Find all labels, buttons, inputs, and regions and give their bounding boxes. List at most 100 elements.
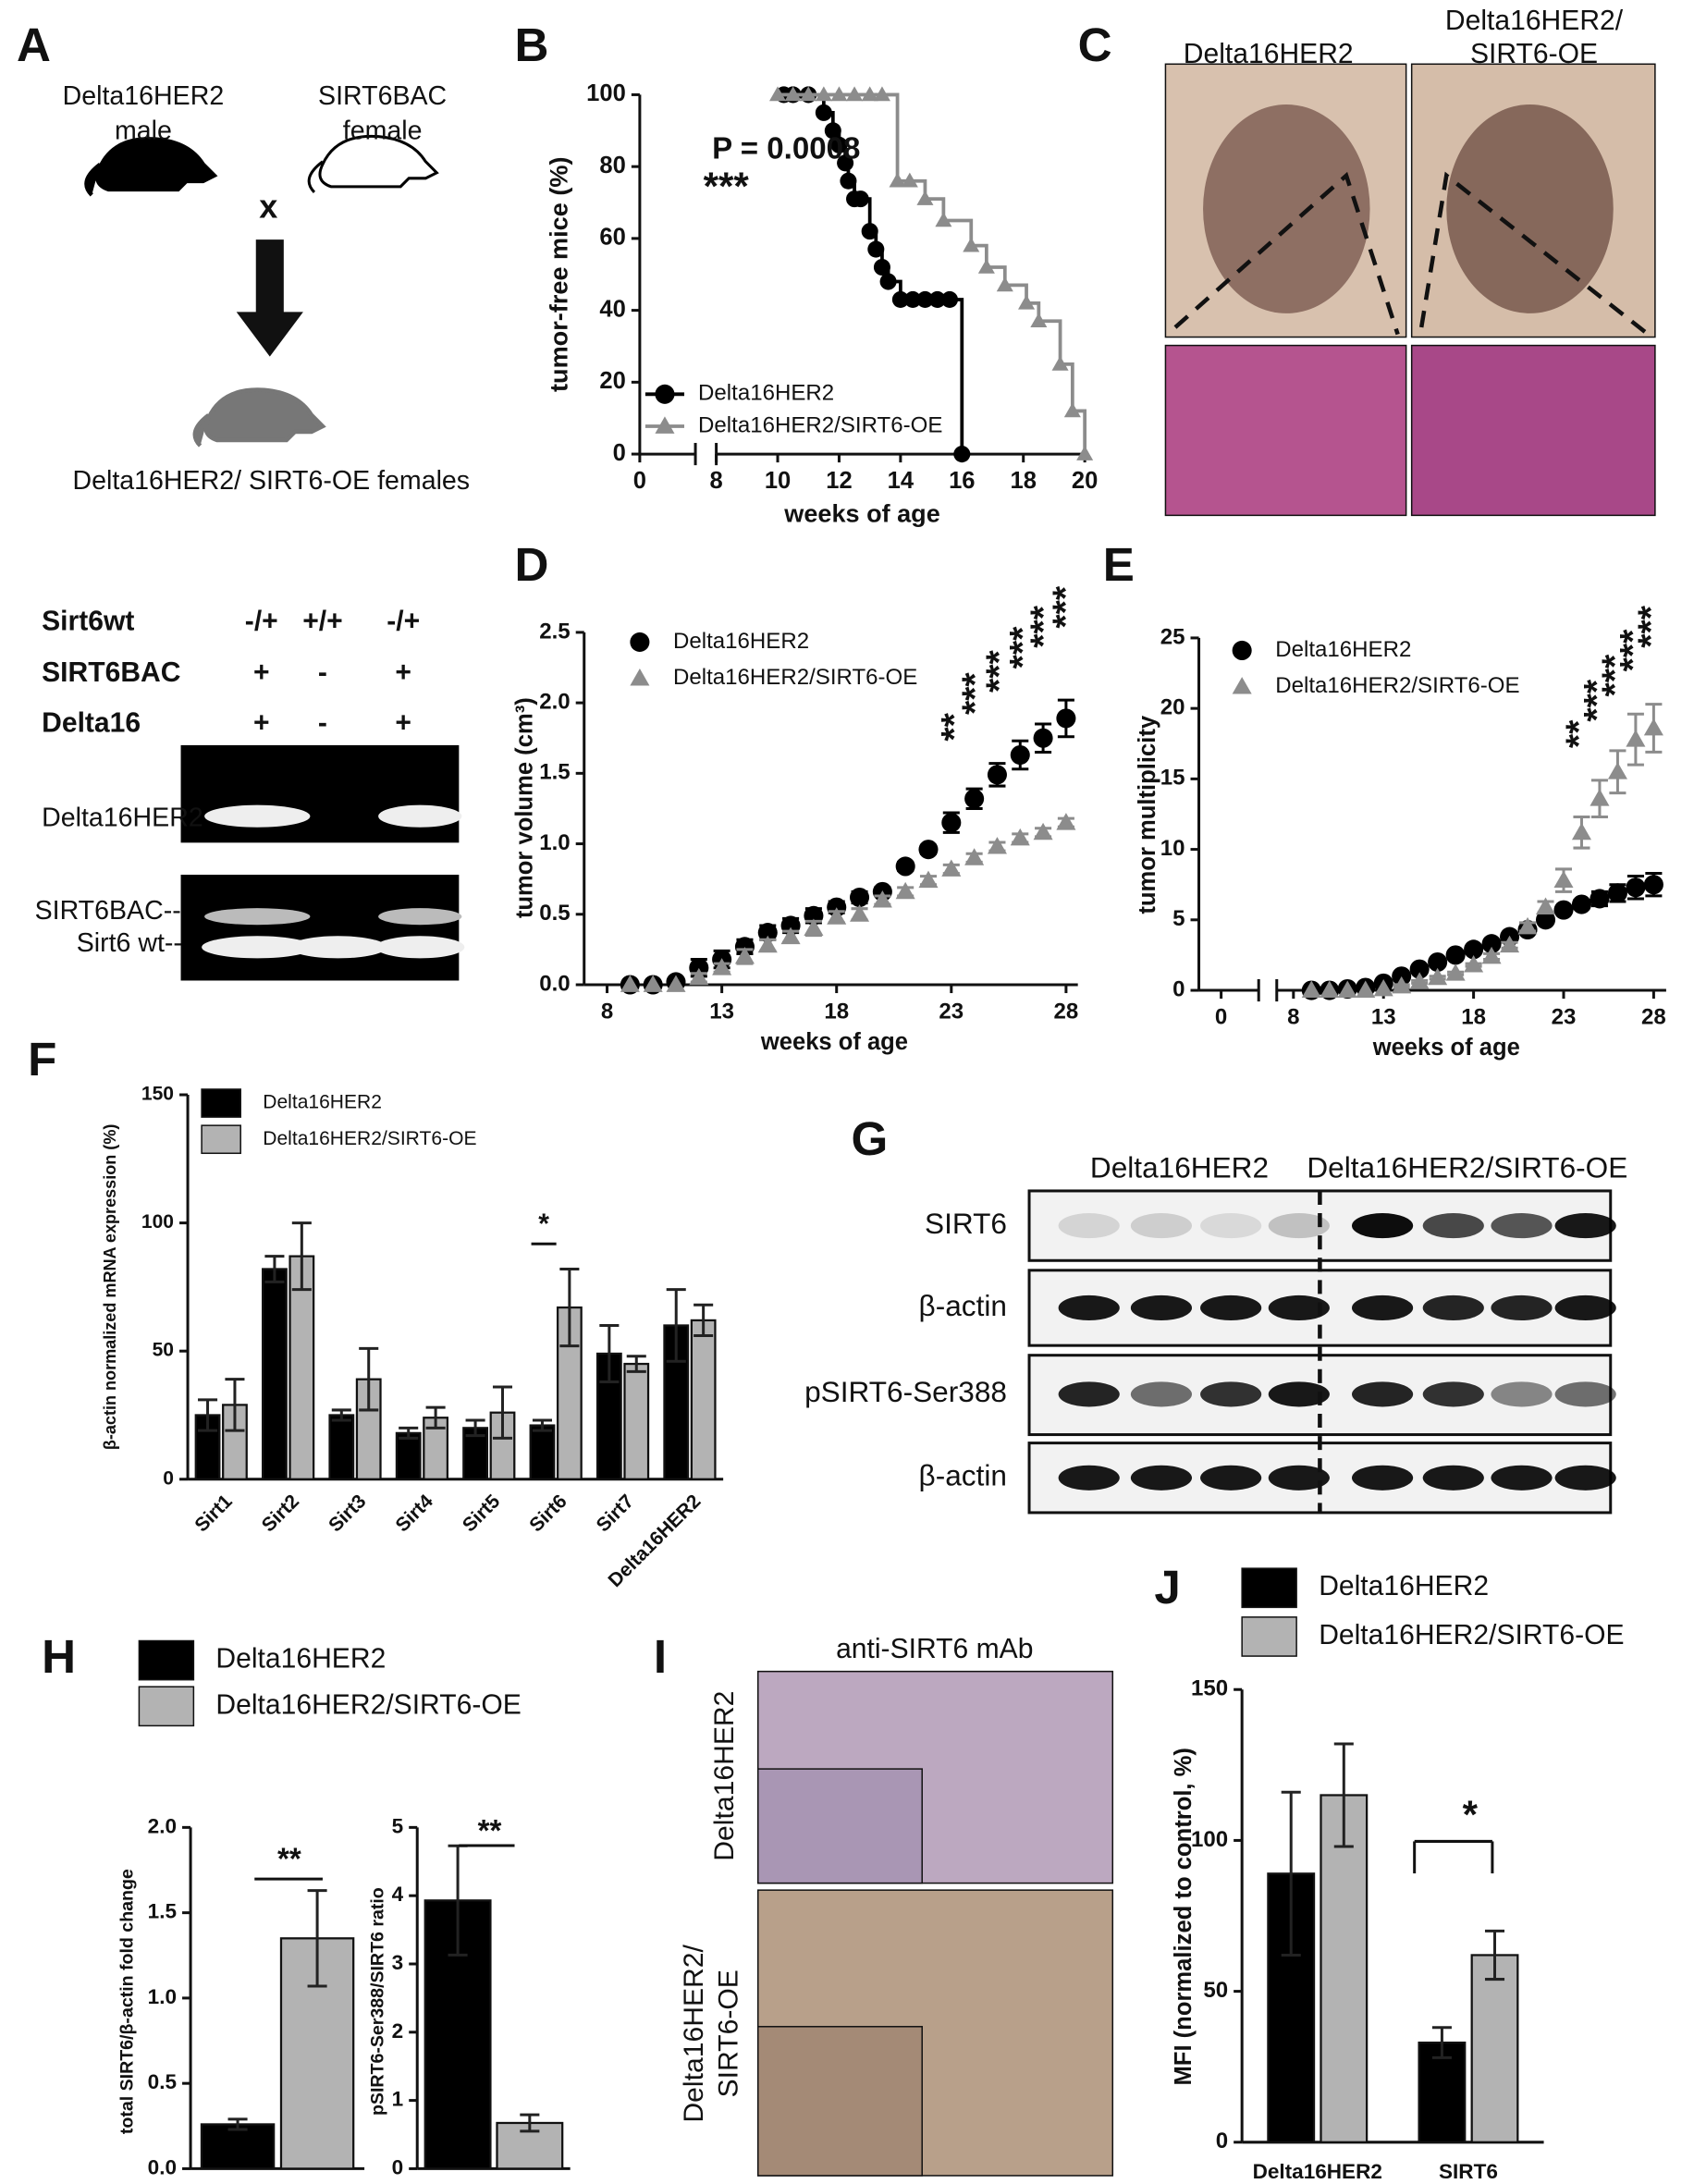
point — [780, 926, 801, 945]
x-tick-label: 0 — [1215, 1005, 1227, 1030]
bar — [1418, 2041, 1467, 2143]
panel-label: G — [852, 1112, 889, 1165]
x-tick-label: 28 — [1641, 1005, 1666, 1030]
point — [1018, 294, 1036, 310]
genotype: - — [318, 657, 327, 688]
point — [1076, 446, 1094, 460]
point — [1063, 402, 1081, 418]
point — [1464, 955, 1484, 973]
y-tick-label: 50 — [1203, 1978, 1228, 2003]
legend-label: Delta16HER2/SIRT6-OE — [1275, 673, 1519, 698]
y-axis-label: pSIRT6-Ser388/SIRT6 ratio — [367, 1887, 387, 2116]
y-tick-label: 2.0 — [148, 1814, 177, 1837]
blot-band — [1200, 1213, 1262, 1239]
point — [1500, 935, 1520, 953]
bar — [262, 1268, 288, 1480]
blot-band — [1200, 1381, 1262, 1407]
point — [827, 907, 847, 925]
point — [1356, 980, 1376, 998]
y-tick-label: 1.0 — [148, 1985, 177, 2008]
point — [1626, 730, 1646, 747]
point — [867, 240, 885, 258]
genotype: +/+ — [302, 606, 342, 636]
blot-band — [1491, 1381, 1553, 1407]
mouse-white — [307, 134, 439, 193]
point — [996, 276, 1013, 292]
photo-detail — [1203, 104, 1370, 313]
point — [891, 290, 909, 308]
x-tick-label: 23 — [939, 999, 964, 1024]
point — [916, 290, 934, 308]
bar — [623, 1362, 650, 1480]
blot-band — [1268, 1213, 1330, 1239]
point — [830, 136, 848, 153]
y-tick-label: 5 — [392, 1814, 404, 1837]
point — [872, 890, 892, 908]
point — [757, 935, 778, 953]
point — [1643, 718, 1663, 736]
y-tick-label: 2.5 — [539, 619, 570, 644]
y-tick-label: 60 — [599, 225, 625, 251]
bar — [200, 2123, 276, 2170]
gel-band — [288, 936, 387, 959]
genotype: - — [318, 707, 327, 738]
x-tick-label: Sirt7 — [593, 1491, 638, 1536]
y-tick-label: 10 — [1160, 836, 1185, 861]
point — [1464, 939, 1484, 960]
group-label: Delta16HER2 — [1090, 1151, 1269, 1184]
annotation: ** — [478, 1814, 502, 1848]
point — [712, 958, 732, 975]
point — [620, 975, 640, 992]
y-tick-label: 3 — [392, 1951, 404, 1974]
x-tick-label: SIRT6 — [1439, 2160, 1498, 2183]
blot-band — [1491, 1213, 1553, 1239]
y-axis-label: total SIRT6/β-actin fold change — [117, 1869, 138, 2134]
legend-label: Delta16HER2 — [1275, 637, 1411, 662]
arrow — [236, 239, 303, 357]
point — [1030, 313, 1048, 328]
genotype: + — [253, 657, 270, 688]
gel-bottom — [180, 875, 460, 981]
point — [1320, 980, 1340, 998]
gel-top — [180, 744, 460, 843]
blot-band — [1058, 1213, 1120, 1239]
x-axis-label: weeks of age — [760, 1029, 908, 1055]
blot-band — [1058, 1465, 1120, 1491]
x-tick-label: 12 — [826, 468, 852, 494]
point — [889, 172, 906, 188]
mouse-black — [84, 137, 218, 197]
blot-label: β-actin — [919, 1289, 1007, 1322]
point — [1535, 897, 1556, 915]
blot-band — [1422, 1381, 1484, 1407]
panel-label: D — [515, 538, 549, 591]
histology — [1164, 344, 1407, 517]
point — [1033, 822, 1053, 840]
blot-band — [1058, 1381, 1120, 1407]
row-label: Delta16HER2/ — [679, 1944, 709, 2122]
blot-band — [1351, 1294, 1414, 1321]
legend-swatch — [1241, 1616, 1297, 1657]
point — [1409, 972, 1430, 989]
point — [861, 223, 878, 240]
point — [1481, 934, 1502, 954]
annotation: * — [538, 1209, 549, 1240]
point — [964, 848, 985, 865]
point — [963, 237, 980, 252]
point — [895, 856, 915, 877]
blot-band — [1200, 1465, 1262, 1491]
blot-band — [1491, 1465, 1553, 1491]
blot-band — [1130, 1213, 1193, 1239]
mouse-grey — [192, 387, 326, 448]
point — [1392, 975, 1412, 994]
histology — [1410, 344, 1656, 517]
point — [1445, 945, 1466, 965]
column-label: SIRT6-OE — [1470, 39, 1598, 69]
point — [1409, 959, 1430, 979]
point — [977, 258, 995, 274]
gel-band — [375, 936, 465, 959]
point — [901, 172, 918, 188]
gel-row-label: SIRT6BAC — [42, 657, 180, 688]
y-tick-label: 0 — [613, 440, 626, 466]
x-tick-label: 0 — [633, 468, 646, 494]
